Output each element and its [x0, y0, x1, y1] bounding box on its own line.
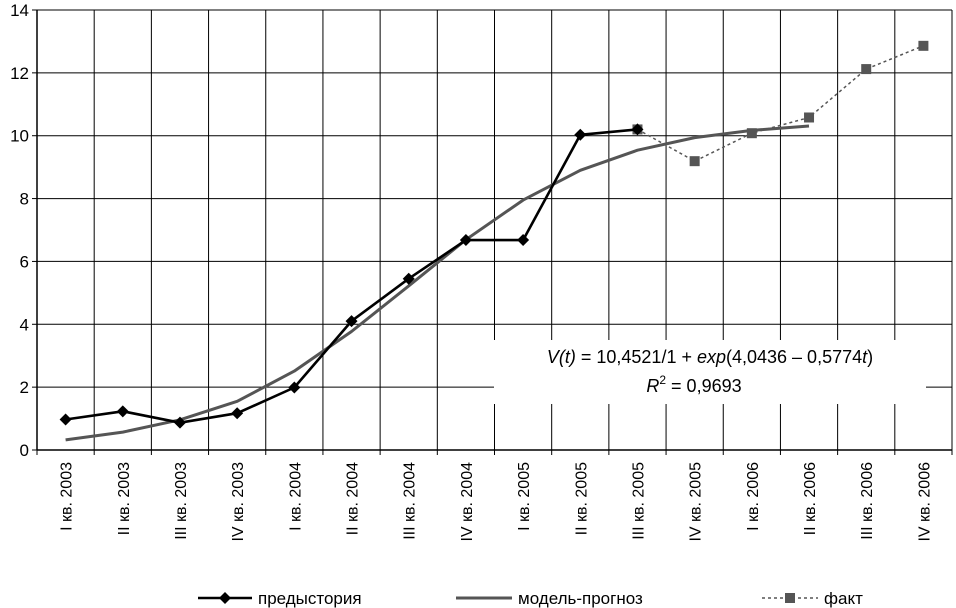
- x-tick-label: II кв. 2006: [802, 462, 819, 535]
- legend-item-model: модель-прогноз: [456, 589, 643, 608]
- legend-label-history: предыстория: [258, 589, 362, 608]
- data-point: [345, 315, 358, 328]
- series-layer: [59, 40, 929, 442]
- y-tick-label: 2: [20, 378, 29, 397]
- data-point: [231, 407, 244, 420]
- x-tick-label: III кв. 2003: [173, 462, 190, 540]
- data-point: [804, 112, 815, 123]
- x-tick-label: IV кв. 2004: [459, 462, 476, 542]
- legend-item-fact: факт: [762, 589, 863, 608]
- x-tick-label: I кв. 2005: [516, 462, 533, 531]
- legend: предыстория модель-прогноз факт: [198, 589, 863, 608]
- x-tick-label: IV кв. 2003: [230, 462, 247, 542]
- y-tick-label: 12: [10, 64, 29, 83]
- data-point: [116, 405, 129, 418]
- annotation-r-squared: R2 = 0,9693: [646, 373, 741, 396]
- data-point: [517, 234, 530, 247]
- x-axis: I кв. 2003 II кв. 2003 III кв. 2003 IV кв. …: [36, 449, 953, 542]
- x-tick-label: I кв. 2006: [745, 462, 762, 531]
- legend-label-fact: факт: [824, 589, 863, 608]
- x-tick-label: I кв. 2003: [59, 462, 76, 531]
- series-line-2: [637, 45, 924, 162]
- x-tick-label: II кв. 2004: [345, 462, 362, 535]
- annotation-equation: V(t) = 10,4521/1 + exp(4,0436 – 0,5774t): [547, 347, 873, 367]
- data-point: [288, 381, 301, 394]
- series-line-1: [65, 124, 810, 442]
- x-tick-label: III кв. 2006: [859, 462, 876, 540]
- data-point: [918, 40, 929, 51]
- x-tick-label: II кв. 2005: [573, 462, 590, 535]
- x-tick-label: IV кв. 2005: [688, 462, 705, 542]
- data-point: [631, 123, 644, 136]
- data-point: [402, 272, 415, 285]
- y-tick-label: 6: [20, 252, 29, 271]
- x-tick-label: II кв. 2003: [116, 462, 133, 535]
- legend-label-model: модель-прогноз: [518, 589, 643, 608]
- y-tick-label: 0: [20, 441, 29, 460]
- data-point: [861, 64, 872, 75]
- x-tick-label: I кв. 2004: [287, 462, 304, 531]
- x-tick-label: III кв. 2004: [402, 462, 419, 540]
- y-tick-label: 10: [10, 127, 29, 146]
- y-axis: 0 2 4 6 8 10 12 14: [10, 1, 38, 460]
- data-point: [574, 128, 587, 141]
- legend-item-history: предыстория: [198, 589, 362, 608]
- data-point: [173, 416, 186, 429]
- x-tick-label: IV кв. 2006: [916, 462, 933, 542]
- data-point: [59, 413, 72, 426]
- x-tick-label: III кв. 2005: [630, 462, 647, 540]
- y-tick-label: 4: [20, 315, 29, 334]
- annotation-box: [494, 340, 926, 404]
- data-point: [746, 128, 757, 139]
- data-point: [689, 156, 700, 167]
- data-point: [459, 234, 472, 247]
- y-tick-label: 8: [20, 190, 29, 209]
- y-tick-label: 14: [10, 1, 29, 20]
